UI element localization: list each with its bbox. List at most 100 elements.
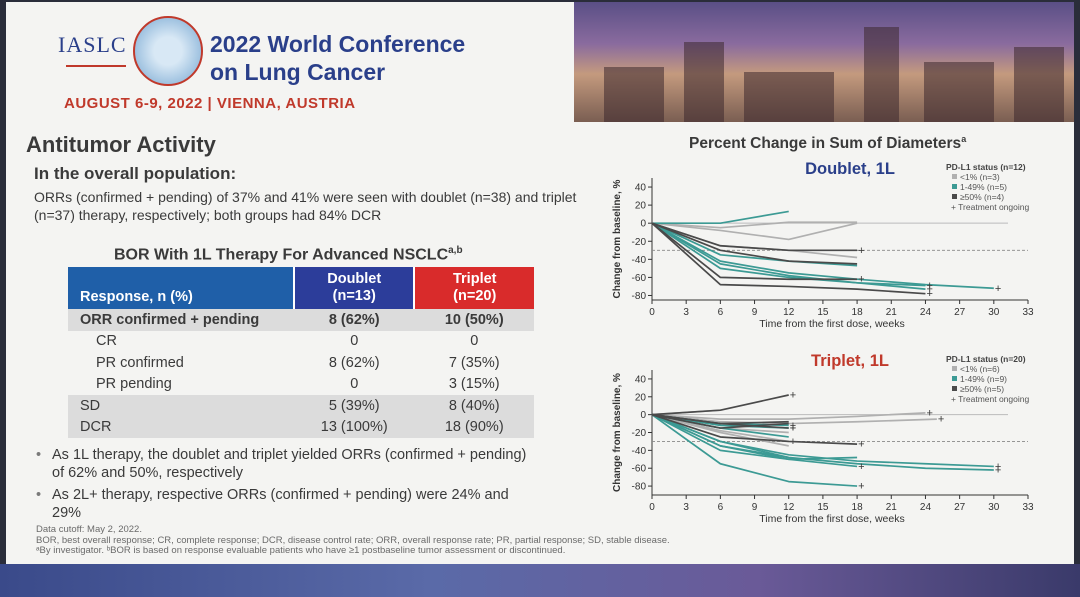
treatment-ongoing-marker: + xyxy=(926,284,932,296)
x-tick-label: 30 xyxy=(988,502,1000,513)
triplet-value: 18 (90%) xyxy=(414,416,534,438)
y-tick-label: -60 xyxy=(632,273,647,284)
series-line xyxy=(651,222,858,281)
y-tick-label: -20 xyxy=(632,237,647,248)
chart-section-title: Percent Change in Sum of Diametersa xyxy=(689,134,966,153)
series-line xyxy=(651,222,858,252)
x-tick-label: 33 xyxy=(1022,502,1034,513)
header-triplet: Triplet (n=20) xyxy=(413,267,534,309)
row-label: SD xyxy=(68,395,294,417)
triplet-value: 10 (50%) xyxy=(414,309,534,331)
x-tick-label: 9 xyxy=(752,307,758,318)
x-tick-label: 15 xyxy=(817,307,829,318)
triplet-value: 7 (35%) xyxy=(448,354,500,371)
footnote-abbrev: BOR, best overall response; CR, complete… xyxy=(36,534,670,546)
legend-entry: <1% (n=6) xyxy=(960,364,1000,374)
legend-swatch xyxy=(952,366,957,371)
footnote-notes: ᵃBy investigator. ᵇBOR is based on respo… xyxy=(36,545,566,556)
doublet-value: 5 (39%) xyxy=(293,395,415,417)
x-tick-label: 6 xyxy=(718,307,724,318)
series-line xyxy=(651,413,858,487)
header-response: Response, n (%) xyxy=(68,267,294,309)
row-label: PR pending xyxy=(96,376,172,393)
series-line xyxy=(651,413,858,445)
doublet-value: 8 (62%) xyxy=(328,354,380,371)
chart-title: Triplet, 1L xyxy=(811,352,889,370)
y-tick-label: 0 xyxy=(640,219,646,230)
series-line xyxy=(651,222,926,295)
header-doublet-name: Doublet xyxy=(327,271,382,287)
bor-table: Response, n (%) Doublet (n=13) Triplet (n=… xyxy=(68,267,534,438)
legend-entry: ≥50% (n=5) xyxy=(960,384,1004,394)
series-line xyxy=(651,221,858,229)
treatment-ongoing-marker: + xyxy=(858,245,864,257)
doublet-value: 13 (100%) xyxy=(293,416,415,438)
x-tick-label: 6 xyxy=(718,502,724,513)
table-title-text: BOR With 1L Therapy For Advanced NSCLC xyxy=(114,246,449,264)
legend-swatch xyxy=(952,194,957,199)
conference-title: 2022 World Conference on Lung Cancer xyxy=(210,30,465,86)
treatment-ongoing-marker: + xyxy=(858,274,864,286)
series-line xyxy=(651,222,926,287)
legend-entry: <1% (n=3) xyxy=(960,172,1000,182)
slide: IASLC 2022 World Conference on Lung Canc… xyxy=(6,2,1074,564)
row-label: PR confirmed xyxy=(96,354,184,371)
table-row: CR 0 0 xyxy=(68,331,534,353)
chart-section-title-sup: a xyxy=(961,134,967,144)
y-axis-label: Change from baseline, % xyxy=(612,179,623,298)
series-line xyxy=(651,222,858,265)
x-tick-label: 0 xyxy=(649,502,655,513)
x-tick-label: 3 xyxy=(683,307,689,318)
treatment-ongoing-marker: + xyxy=(995,283,1001,295)
footnote-cutoff: Data cutoff: May 2, 2022. xyxy=(36,524,142,535)
y-tick-label: -80 xyxy=(632,291,647,302)
conference-dates: AUGUST 6-9, 2022 | VIENNA, AUSTRIA xyxy=(64,95,356,112)
treatment-ongoing-marker: + xyxy=(858,481,864,493)
header-doublet: Doublet (n=13) xyxy=(292,267,415,309)
legend-swatch xyxy=(952,184,957,189)
legend-entry: 1-49% (n=9) xyxy=(960,374,1007,384)
conference-title-line2: on Lung Cancer xyxy=(210,59,386,85)
series-line xyxy=(651,412,926,420)
treatment-ongoing-marker: + xyxy=(995,461,1001,473)
x-tick-label: 30 xyxy=(988,307,1000,318)
x-tick-label: 3 xyxy=(683,502,689,513)
bullet-item: As 1L therapy, the doublet and triplet y… xyxy=(36,446,536,482)
treatment-ongoing-marker: + xyxy=(938,414,944,426)
y-tick-label: -60 xyxy=(632,464,647,475)
triplet-value: 0 xyxy=(470,333,479,350)
table-row: DCR 13 (100%) 18 (90%) xyxy=(68,416,534,438)
legend-swatch xyxy=(952,386,957,391)
doublet-value: 8 (62%) xyxy=(293,309,415,331)
x-axis-label: Time from the first dose, weeks xyxy=(759,513,905,525)
x-tick-label: 33 xyxy=(1022,307,1034,318)
x-tick-label: 24 xyxy=(920,307,932,318)
section-heading: Antitumor Activity xyxy=(26,132,216,157)
population-subheading: In the overall population: xyxy=(34,164,237,183)
row-label: CR xyxy=(96,333,117,350)
x-tick-label: 18 xyxy=(852,502,864,513)
legend-entry: + Treatment ongoing xyxy=(951,202,1029,212)
y-tick-label: -20 xyxy=(632,428,647,439)
treatment-ongoing-marker: + xyxy=(790,423,796,435)
legend-title: PD-L1 status (n=20) xyxy=(946,354,1026,364)
series-line xyxy=(651,222,926,291)
y-axis-label: Change from baseline, % xyxy=(612,373,623,492)
x-tick-label: 18 xyxy=(852,307,864,318)
x-tick-label: 27 xyxy=(954,307,966,318)
legend-entry: ≥50% (n=4) xyxy=(960,192,1004,202)
treatment-ongoing-marker: + xyxy=(995,465,1001,477)
legend-title: PD-L1 status (n=12) xyxy=(946,162,1026,172)
doublet-value: 0 xyxy=(350,333,359,350)
series-line xyxy=(651,413,858,461)
row-label: DCR xyxy=(68,416,294,438)
header-triplet-n: (n=20) xyxy=(453,288,497,304)
bullet-item: As 2L+ therapy, respective ORRs (confirm… xyxy=(36,486,536,522)
y-tick-label: -40 xyxy=(632,446,647,457)
series-line xyxy=(651,413,858,468)
x-tick-label: 0 xyxy=(649,307,655,318)
x-tick-label: 27 xyxy=(954,502,966,513)
table-title-sup: a,b xyxy=(448,245,463,256)
table-row: SD 5 (39%) 8 (40%) xyxy=(68,395,534,417)
